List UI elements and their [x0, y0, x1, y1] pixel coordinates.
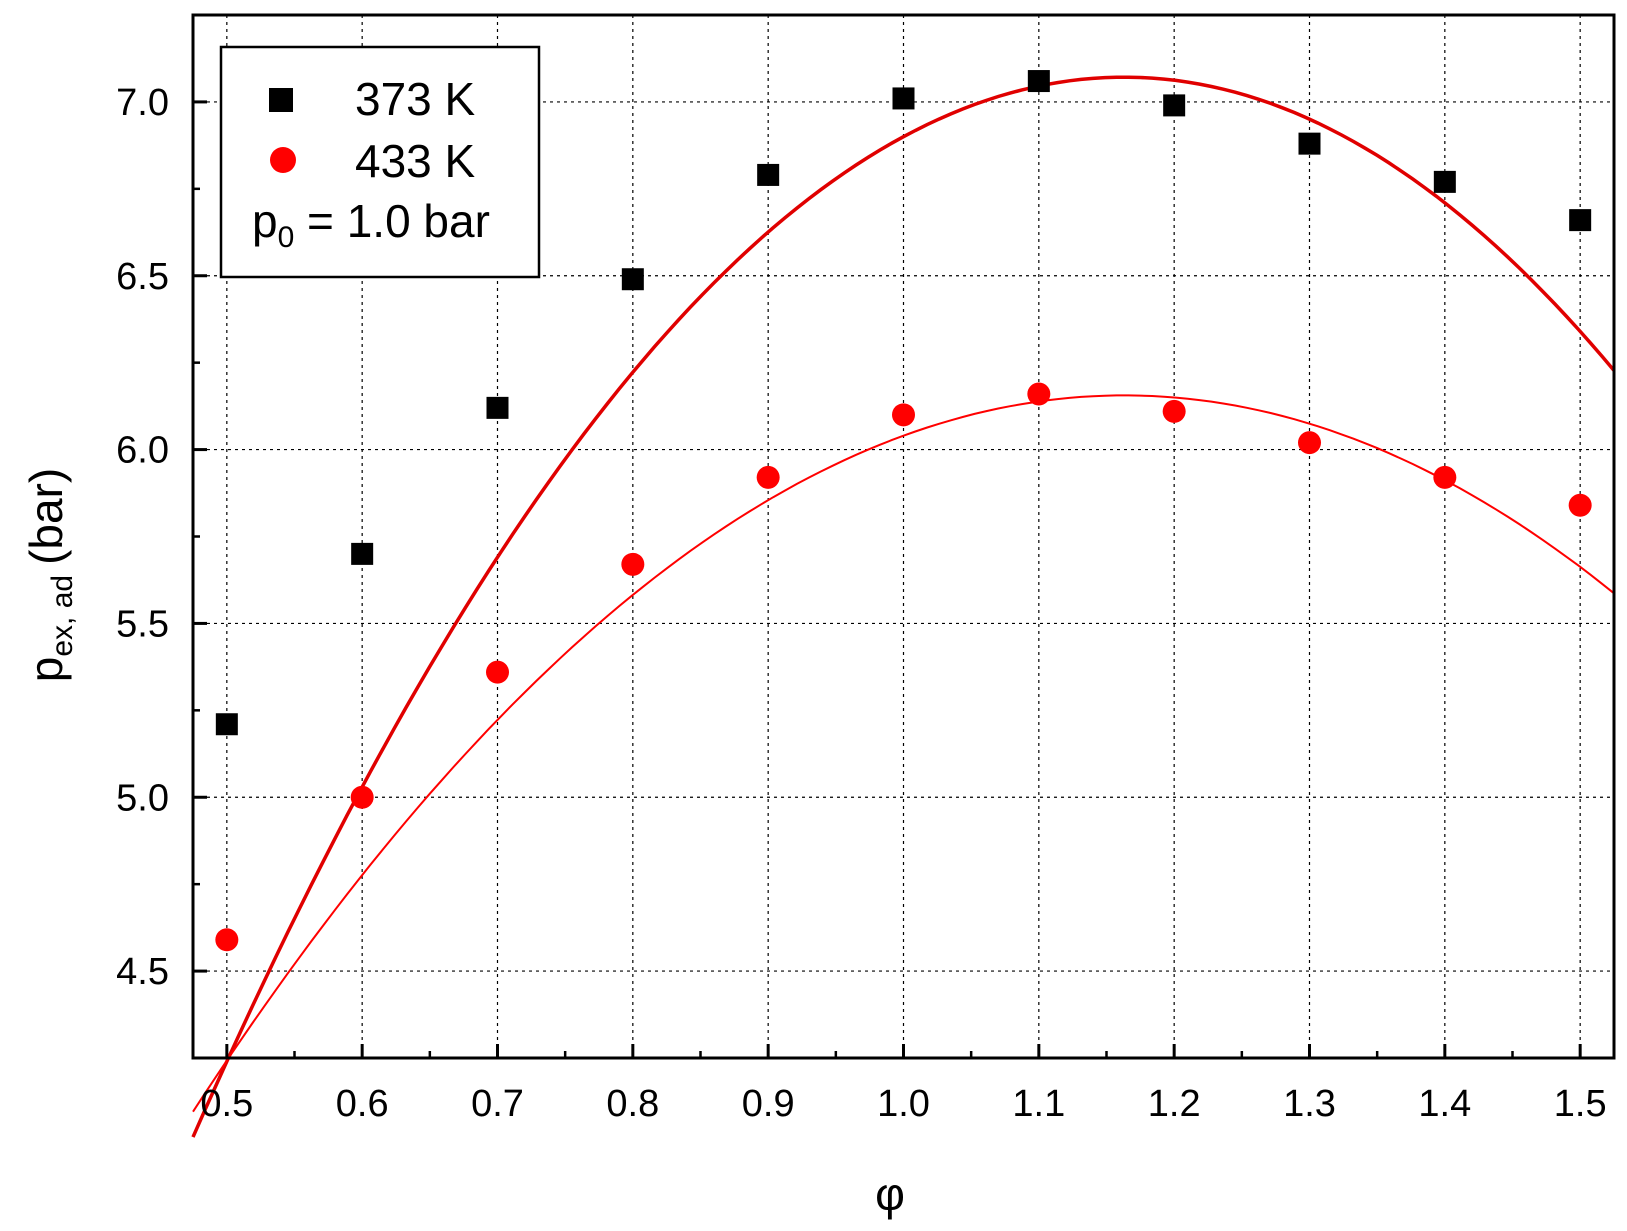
- legend-pressure-note: p0 = 1.0 bar: [252, 195, 490, 254]
- data-points: [215, 70, 1592, 952]
- x-axis-label: φ: [875, 1168, 905, 1220]
- x-tick-label: 0.9: [742, 1083, 795, 1125]
- x-tick-label: 1.1: [1012, 1083, 1065, 1125]
- x-tick-label: 1.4: [1418, 1083, 1471, 1125]
- x-tick-label: 0.5: [200, 1083, 253, 1125]
- y-axis-label-sub: ex, ad: [46, 575, 79, 657]
- x-tick-label: 0.7: [471, 1083, 524, 1125]
- data-point-square: [892, 87, 915, 110]
- data-point-circle: [1568, 493, 1592, 517]
- data-point-circle: [1162, 399, 1186, 423]
- y-tick-label: 4.5: [116, 951, 169, 993]
- legend-note-sub: 0: [278, 221, 295, 254]
- data-point-circle: [486, 660, 509, 684]
- x-tick-label: 1.2: [1148, 1083, 1201, 1125]
- data-point-square: [1163, 94, 1186, 117]
- x-tick-labels: 0.5 0.6 0.7 0.8 0.9 1.0 1.1 1.2 1.3 1.4 1.5: [200, 1083, 1606, 1125]
- y-tick-label: 6.0: [116, 430, 169, 472]
- data-point-circle: [1433, 465, 1457, 489]
- data-point-circle: [215, 928, 239, 952]
- y-tick-labels: 4.5 5.0 5.5 6.0 6.5 7.0: [116, 82, 169, 993]
- x-tick-label: 1.5: [1554, 1083, 1607, 1125]
- grid-lines: [193, 15, 1614, 1058]
- data-point-circle: [892, 403, 915, 427]
- fit-curves: [191, 75, 1616, 1138]
- y-tick-label: 7.0: [116, 82, 169, 124]
- data-point-square: [1569, 209, 1592, 232]
- y-axis-label-main: p: [20, 657, 72, 683]
- data-point-square: [1298, 132, 1321, 155]
- x-tick-label: 1.0: [877, 1083, 930, 1125]
- y-tick-label: 6.5: [116, 256, 169, 298]
- x-tick-label: 0.8: [606, 1083, 659, 1125]
- legend-box: [219, 45, 541, 279]
- data-point-circle: [1027, 382, 1051, 406]
- data-point-square: [351, 542, 374, 565]
- data-point-square: [621, 268, 644, 291]
- axis-ticks: [193, 13, 1582, 1060]
- legend: 373 K 433 K p0 = 1.0 bar: [219, 45, 541, 279]
- legend-note-main: p: [252, 195, 278, 247]
- data-point-square: [1433, 170, 1456, 193]
- legend-label-433k: 433 K: [355, 135, 476, 187]
- legend-marker-373k: [269, 88, 293, 112]
- y-tick-label: 5.5: [116, 603, 169, 645]
- x-tick-label: 0.6: [336, 1083, 389, 1125]
- x-tick-label: 1.3: [1283, 1083, 1336, 1125]
- data-point-circle: [621, 552, 645, 576]
- y-axis-label: pex, ad (bar): [20, 468, 79, 682]
- y-axis-label-unit: (bar): [20, 468, 72, 565]
- fit-curve-0: [191, 75, 1616, 1138]
- legend-label-373k: 373 K: [355, 73, 476, 125]
- y-tick-label: 5.0: [116, 777, 169, 819]
- legend-marker-433k: [270, 147, 296, 173]
- data-point-circle: [1298, 431, 1321, 455]
- data-point-square: [486, 396, 509, 419]
- fit-curve-1: [192, 394, 1615, 1113]
- data-point-circle: [350, 785, 374, 809]
- data-point-square: [1027, 70, 1050, 93]
- legend-note-rest: = 1.0 bar: [294, 195, 490, 247]
- data-point-circle: [756, 465, 780, 489]
- data-point-square: [757, 163, 780, 186]
- data-point-square: [215, 713, 238, 736]
